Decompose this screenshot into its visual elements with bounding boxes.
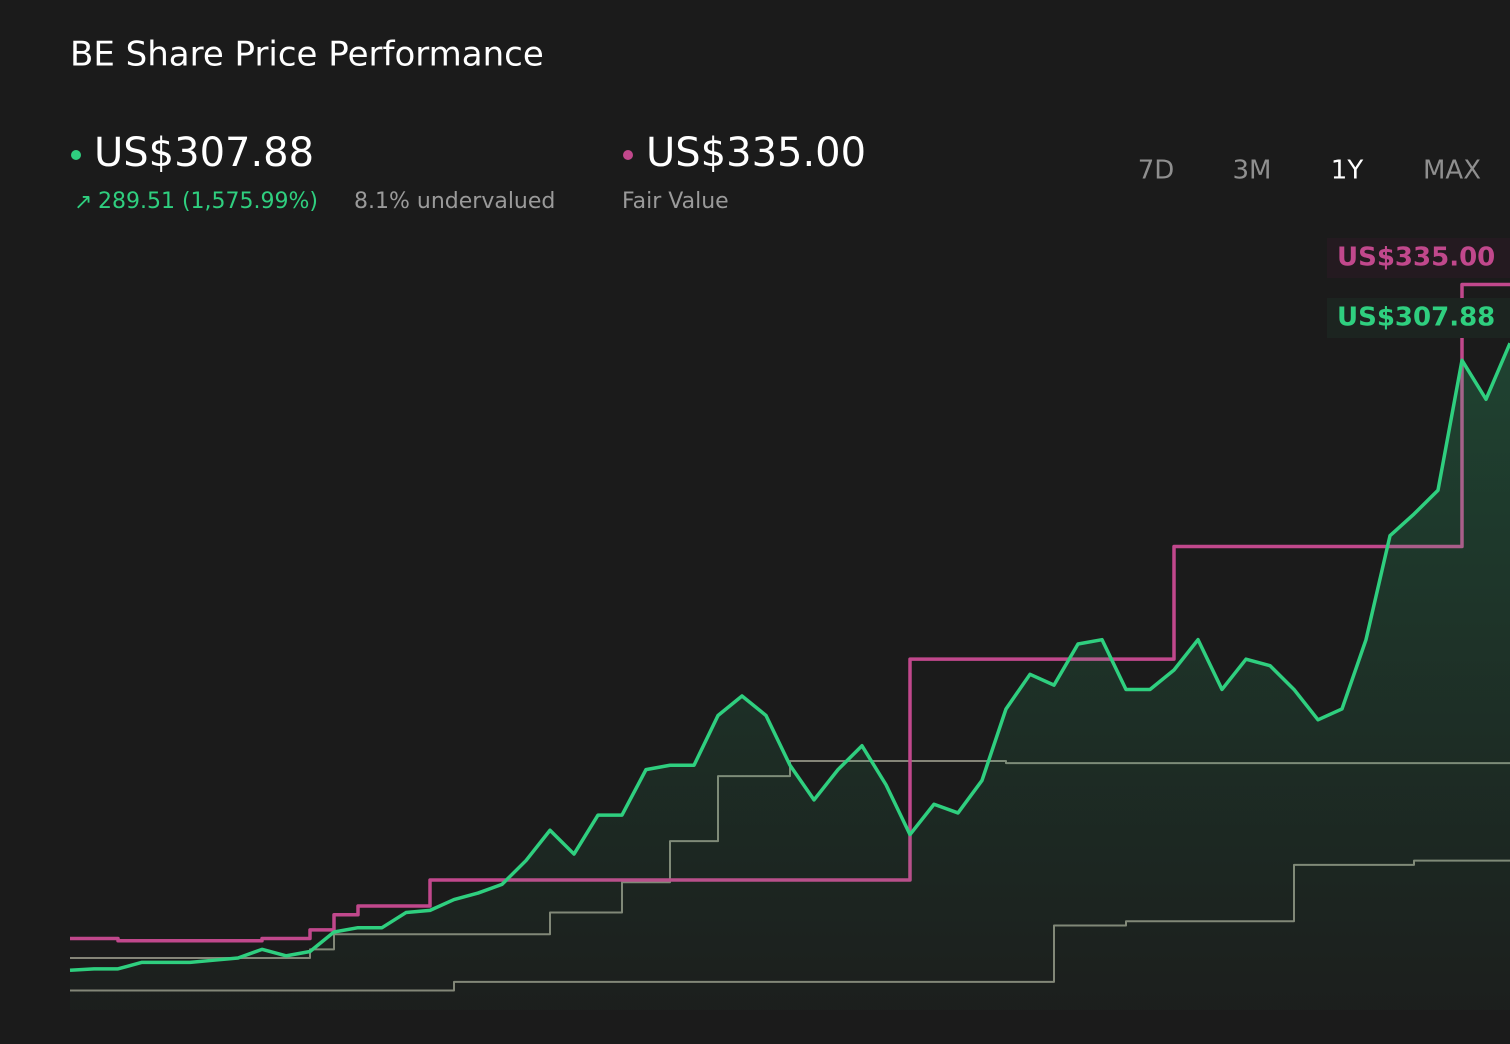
- price-area: [70, 343, 1510, 1011]
- end-label-box: [1327, 298, 1510, 338]
- range-button[interactable]: 3M: [1233, 156, 1272, 186]
- arrow: ↗: [74, 190, 92, 215]
- fair-value-caption: Fair Value: [622, 189, 729, 214]
- price: US$307.88: [94, 130, 314, 176]
- legend-dot: [71, 150, 81, 160]
- range-button[interactable]: 1Y: [1331, 156, 1364, 186]
- plot: US$335.00 US$307.88: [69, 238, 1510, 1011]
- end-label: US$335.00: [1337, 243, 1495, 273]
- legend-dot: [623, 150, 633, 160]
- range-button[interactable]: 7D: [1138, 156, 1175, 186]
- end-label-box: [1327, 238, 1510, 278]
- chart-title: BE Share Price Performance: [70, 35, 544, 75]
- end-label: US$307.88: [1337, 303, 1495, 333]
- price-line: [69, 342, 1510, 972]
- range-button[interactable]: MAX: [1423, 156, 1481, 186]
- change: 289.51 (1,575.99%): [98, 189, 318, 214]
- fair-value: US$335.00: [646, 130, 866, 176]
- valuation: 8.1% undervalued: [354, 189, 555, 214]
